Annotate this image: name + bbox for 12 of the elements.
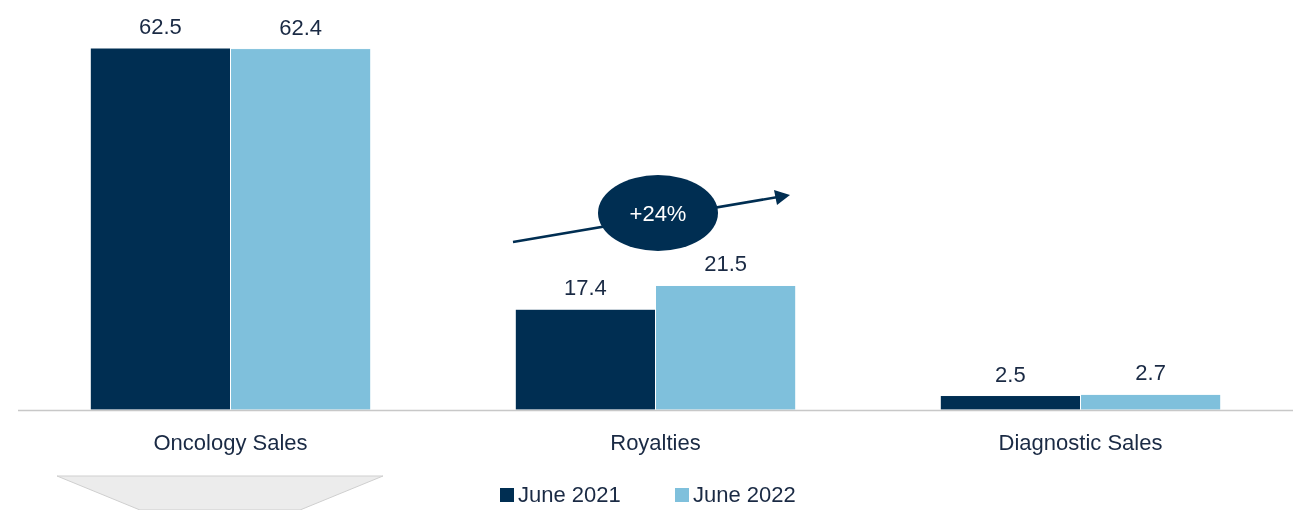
x-tick-label: Royalties bbox=[610, 430, 701, 455]
data-label: 62.4 bbox=[279, 14, 323, 40]
annotation: +24% bbox=[629, 201, 687, 226]
data-label: 62.5 bbox=[138, 14, 182, 39]
data-label: 2.5 bbox=[995, 361, 1026, 387]
data-label: 17.4 bbox=[563, 275, 607, 301]
data-label: 21.5 bbox=[704, 251, 748, 277]
x-tick-label: Oncology Sales bbox=[153, 430, 308, 455]
data-label: 2.7 bbox=[1135, 360, 1166, 386]
legend-label: June 2022 bbox=[693, 482, 796, 507]
legend-label: June 2021 bbox=[518, 482, 621, 507]
x-tick-label: Diagnostic Sales bbox=[998, 430, 1163, 455]
